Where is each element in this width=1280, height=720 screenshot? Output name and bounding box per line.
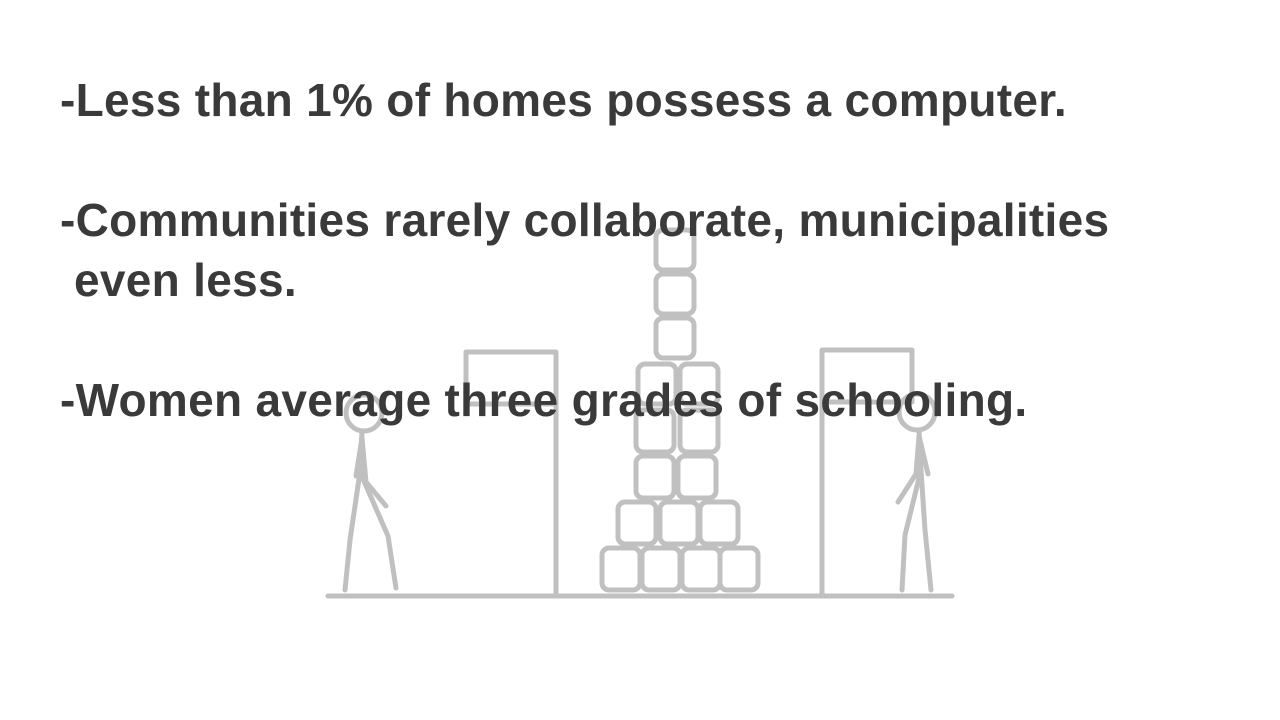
bullet-women-schooling: -Women average three grades of schooling… [60, 374, 1028, 426]
bullet-computer-ownership: -Less than 1% of homes possess a compute… [60, 74, 1068, 126]
bullet-collaboration-continued: even less. [74, 254, 297, 306]
bullet-collaboration: -Communities rarely collaborate, municip… [60, 194, 1110, 246]
